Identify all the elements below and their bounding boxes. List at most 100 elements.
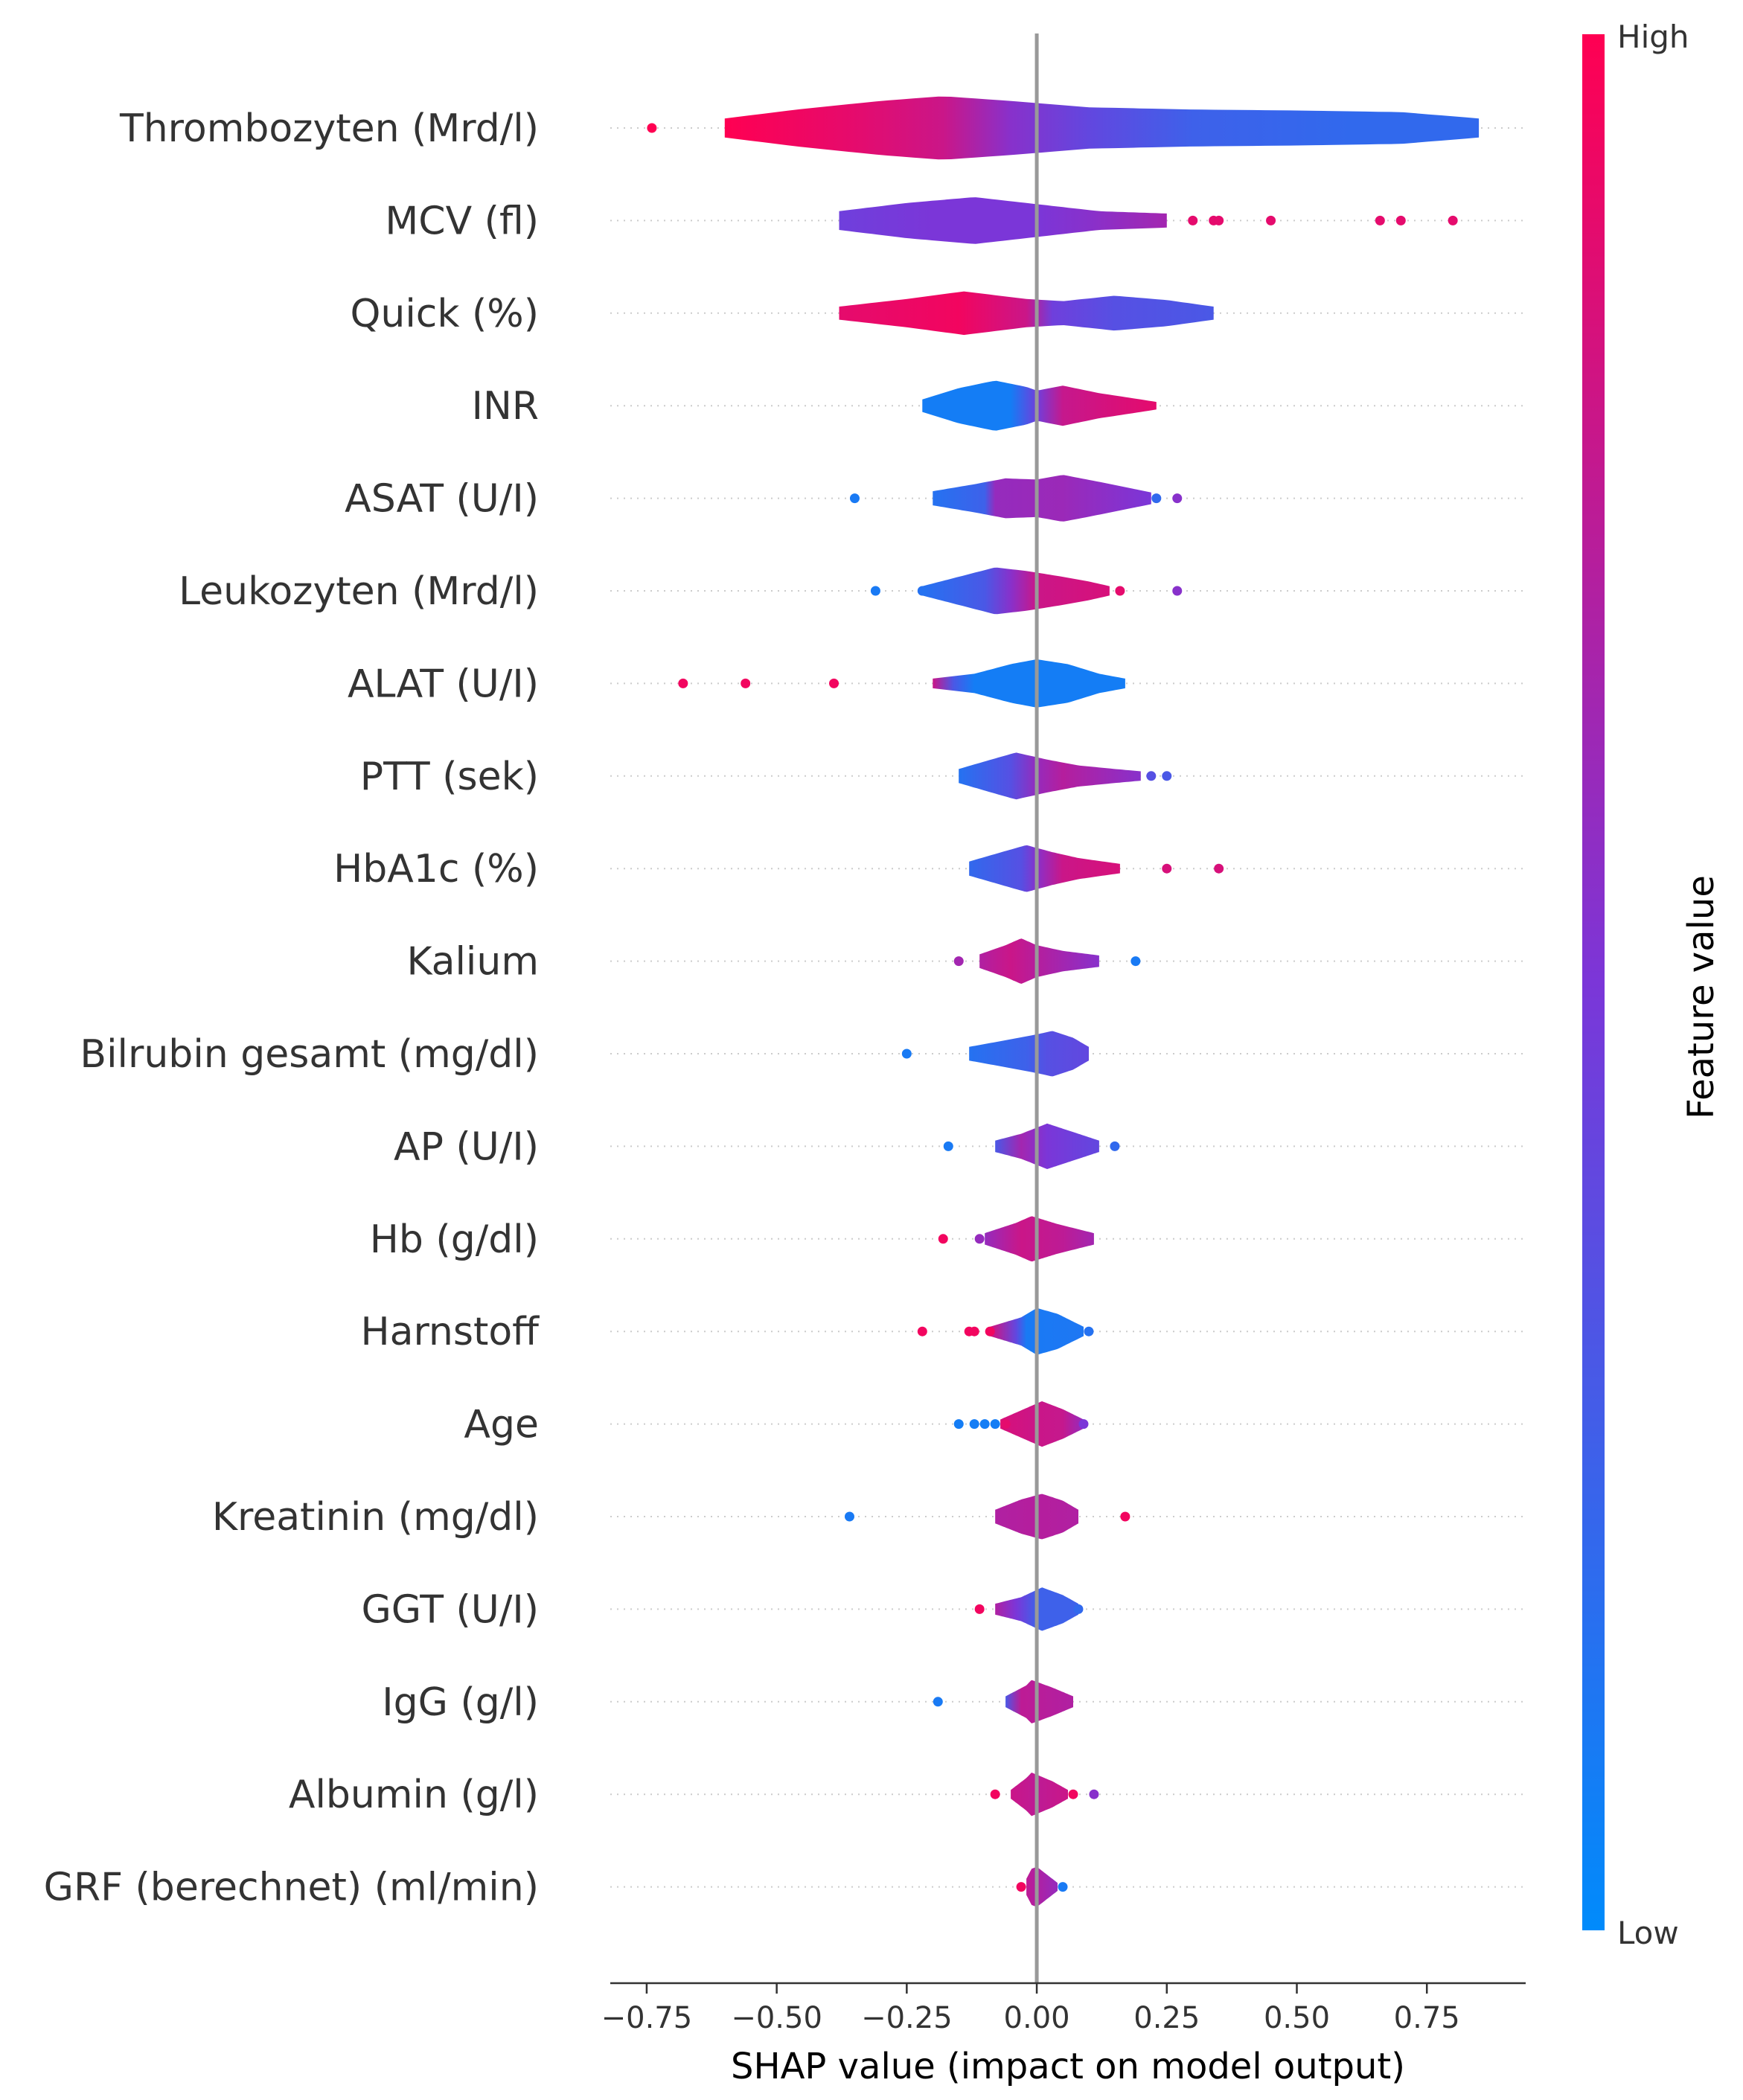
feature-label: Hb (g/dl) <box>370 1217 539 1262</box>
feature-label: Age <box>464 1403 539 1447</box>
outlier-point <box>1130 956 1141 967</box>
outlier-layer <box>647 123 1458 1892</box>
violin-shape <box>922 567 1110 615</box>
outlier-point <box>1115 586 1125 596</box>
feature-label: Quick (%) <box>350 292 539 336</box>
violin-shape <box>933 659 1125 708</box>
outlier-point <box>1188 215 1198 225</box>
outlier-point <box>1162 771 1172 781</box>
outlier-point <box>844 1511 854 1522</box>
violin-shape <box>969 845 1120 892</box>
feature-label: AP (U/I) <box>394 1124 539 1169</box>
outlier-point <box>1068 1789 1078 1799</box>
violin-shape <box>969 1031 1089 1077</box>
colorbar: High Low Feature value <box>1582 19 1722 1951</box>
feature-label: Kreatinin (mg/dl) <box>212 1495 539 1540</box>
outlier-point <box>969 1326 979 1336</box>
outlier-point <box>1214 863 1224 874</box>
feature-label: Albumin (g/l) <box>289 1773 539 1817</box>
outlier-point <box>938 1234 948 1244</box>
x-tick-label: 0.25 <box>1133 2001 1200 2035</box>
outlier-point <box>1089 1789 1099 1799</box>
outlier-point <box>1214 215 1224 225</box>
violin-layer <box>724 96 1480 1907</box>
violin-shape <box>724 96 1480 160</box>
outlier-point <box>979 1419 990 1430</box>
violin-shape <box>839 291 1214 336</box>
outlier-point <box>917 1326 927 1336</box>
feature-label: INR <box>472 384 539 429</box>
outlier-point <box>1375 215 1385 225</box>
feature-label: MCV (fl) <box>385 199 539 243</box>
x-tick-label: −0.75 <box>601 2001 693 2035</box>
outlier-point <box>1162 863 1172 874</box>
outlier-point <box>1146 771 1157 781</box>
outlier-point <box>1266 215 1276 225</box>
outlier-point <box>647 123 657 133</box>
feature-label: GRF (berechnet) (ml/min) <box>44 1866 539 1910</box>
outlier-point <box>985 1326 995 1336</box>
feature-label: GGT (U/I) <box>361 1587 539 1632</box>
outlier-point <box>1110 1141 1120 1151</box>
outlier-point <box>849 493 860 504</box>
outlier-point <box>990 1789 1000 1799</box>
outlier-point <box>969 1419 979 1430</box>
colorbar-high-label: High <box>1617 19 1689 55</box>
colorbar-gradient <box>1582 34 1605 1930</box>
outlier-point <box>953 1419 964 1430</box>
outlier-point <box>990 1419 1000 1430</box>
outlier-point <box>1448 215 1458 225</box>
outlier-point <box>1000 1419 1011 1430</box>
feature-label: PTT (sek) <box>360 755 539 799</box>
x-tick-label: 0.75 <box>1394 2001 1460 2035</box>
outlier-point <box>870 586 880 596</box>
feature-label: Thrombozyten (Mrd/l) <box>119 106 539 151</box>
outlier-point <box>1084 1326 1094 1336</box>
colorbar-title: Feature value <box>1680 875 1722 1119</box>
outlier-point <box>1078 1419 1089 1430</box>
violin-shape <box>1000 1401 1084 1447</box>
feature-label: ASAT (U/I) <box>345 477 539 522</box>
outlier-point <box>974 1604 985 1614</box>
violin-shape <box>933 475 1151 522</box>
outlier-point <box>1151 493 1162 504</box>
x-tick-label: 0.50 <box>1264 2001 1330 2035</box>
outlier-point <box>974 1234 985 1244</box>
feature-label: Kalium <box>406 940 539 985</box>
feature-label: Leukozyten (Mrd/l) <box>179 569 539 614</box>
outlier-point <box>917 586 927 596</box>
violin-shape <box>985 1216 1094 1262</box>
violin-shape <box>995 1123 1099 1169</box>
outlier-point <box>1058 1882 1068 1892</box>
feature-label: Bilrubin gesamt (mg/dl) <box>80 1032 539 1077</box>
violin-shape <box>959 752 1141 800</box>
outlier-point <box>933 1697 943 1707</box>
outlier-point <box>1172 493 1183 504</box>
x-axis: −0.75 −0.50 −0.25 0.00 0.25 0.50 0.75 <box>601 1982 1526 2035</box>
violin-shape <box>839 197 1167 244</box>
outlier-point <box>901 1049 912 1059</box>
feature-label: ALAT (U/I) <box>348 662 539 706</box>
outlier-point <box>678 678 688 688</box>
outlier-point <box>1016 1882 1026 1892</box>
outlier-point <box>953 956 964 967</box>
feature-label: HbA1c (%) <box>333 847 539 891</box>
colorbar-low-label: Low <box>1617 1915 1679 1951</box>
outlier-point <box>1120 1511 1130 1522</box>
feature-label: Harnstoff <box>360 1310 540 1354</box>
outlier-point <box>829 678 839 688</box>
outlier-point <box>943 1141 953 1151</box>
outlier-point <box>741 678 751 688</box>
outlier-point <box>1395 215 1406 225</box>
violin-shape <box>1026 1866 1058 1907</box>
outlier-point <box>1172 586 1183 596</box>
feature-label: IgG (g/l) <box>382 1680 539 1725</box>
feature-labels: Thrombozyten (Mrd/l) MCV (fl) Quick (%) INR… <box>44 106 540 1910</box>
violin-shape <box>979 938 1099 984</box>
outlier-point <box>1073 1604 1084 1614</box>
x-tick-label: −0.50 <box>731 2001 822 2035</box>
x-tick-label: −0.25 <box>861 2001 953 2035</box>
x-tick-label: 0.00 <box>1004 2001 1070 2035</box>
